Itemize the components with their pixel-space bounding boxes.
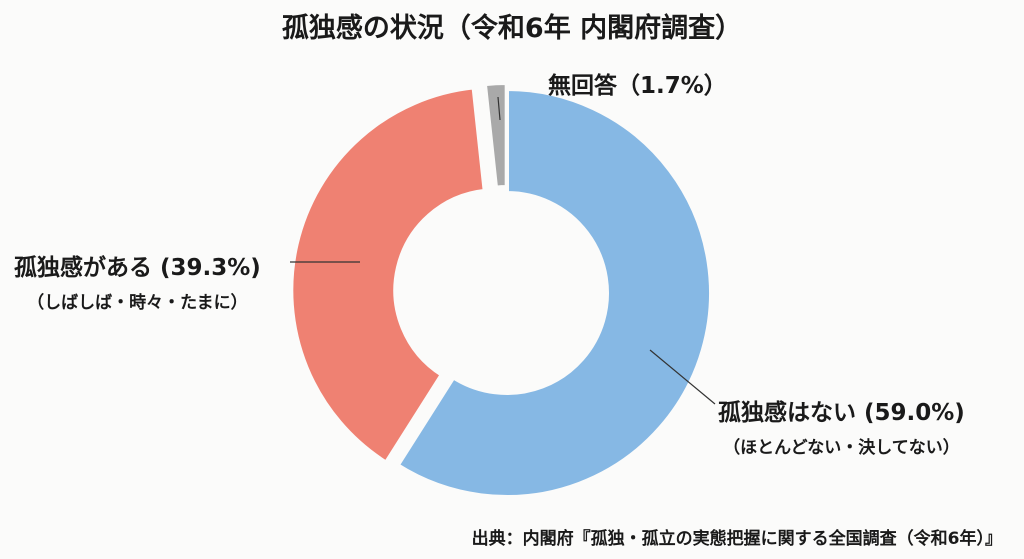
source-note: 出典：内閣府『孤独・孤立の実態把握に関する全国調査（令和6年）』 bbox=[471, 529, 1002, 549]
label-not-lonely-text: 孤独感はない (59.0%) bbox=[718, 400, 965, 426]
label-lonely-text: 孤独感がある (39.3%) bbox=[14, 255, 261, 281]
leader-line-not-lonely bbox=[649, 349, 716, 405]
label-no-answer: 無回答（1.7%） bbox=[548, 66, 727, 100]
label-not-lonely-sub: （ほとんどない・決してない） bbox=[723, 438, 960, 458]
slice-no-answer bbox=[482, 81, 509, 190]
leader-line-no-answer bbox=[497, 96, 501, 121]
slice-lonely bbox=[289, 85, 487, 466]
label-no-answer-text: 無回答（1.7%） bbox=[548, 73, 727, 99]
label-not-lonely: 孤独感はない (59.0%) （ほとんどない・決してない） bbox=[718, 393, 965, 458]
chart-title: 孤独感の状況（令和6年 内閣府調査） bbox=[281, 13, 743, 44]
label-lonely: 孤独感がある (39.3%) （しばしば・時々・たまに） bbox=[14, 248, 261, 313]
slice-not-lonely bbox=[394, 86, 713, 499]
label-lonely-sub: （しばしば・時々・たまに） bbox=[27, 293, 248, 313]
